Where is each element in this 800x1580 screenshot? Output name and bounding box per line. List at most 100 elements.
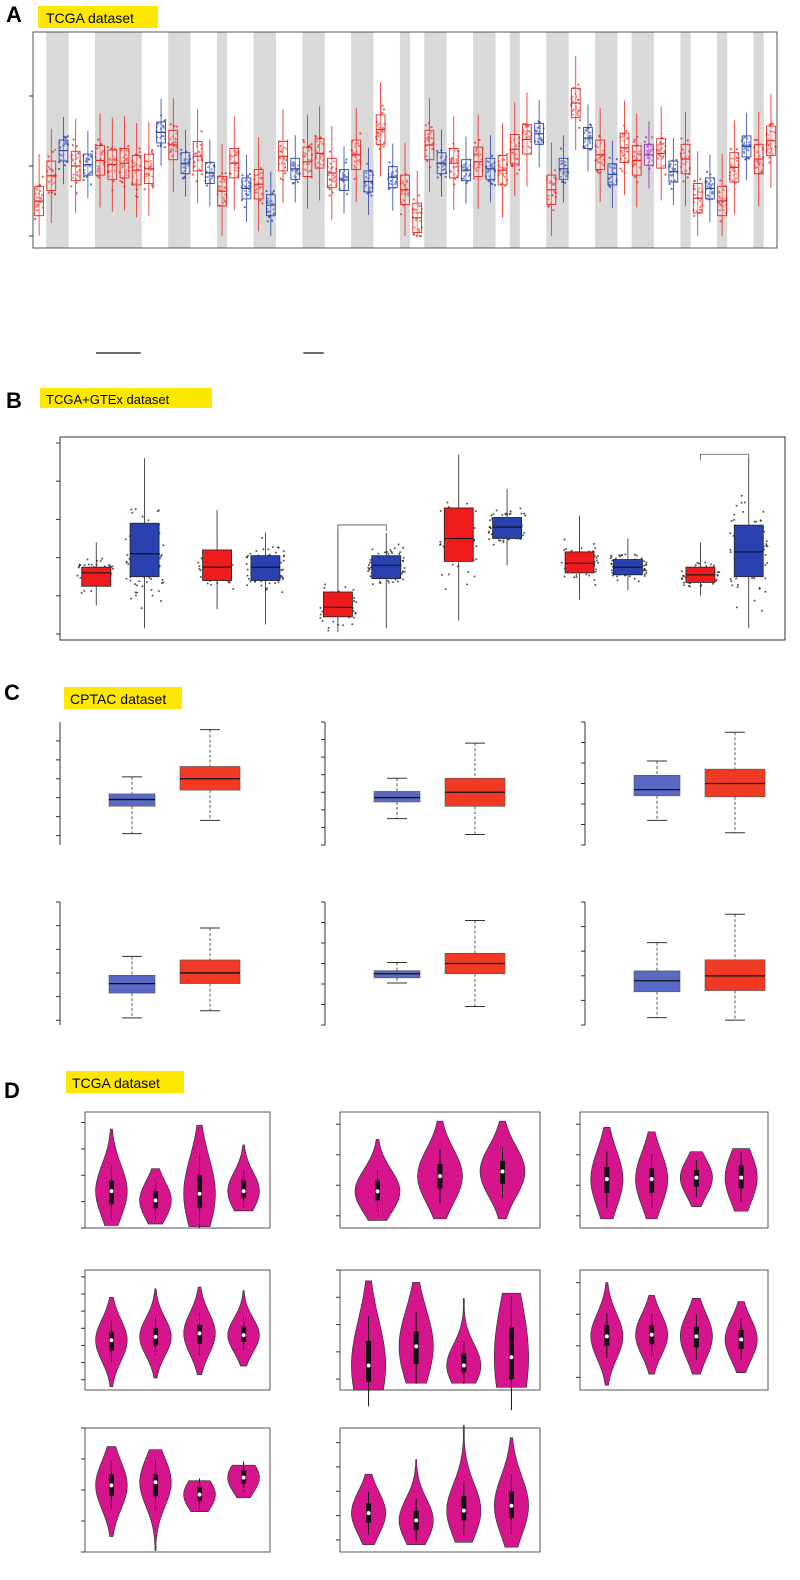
panel-b-data-point [643,573,646,576]
panel-b-data-point [198,565,201,568]
panel-d-box [461,1496,467,1521]
panel-a-data-point [96,170,99,173]
panel-a-data-point [35,205,38,209]
panel-a-data-point [125,149,128,152]
panel-a-data-point [211,175,214,178]
panel-b-data-point [751,577,754,580]
panel-d-median [366,1363,371,1368]
panel-b-data-point [124,538,127,541]
panel-a-data-point [602,163,605,167]
panel-d-median [375,1189,380,1194]
panel-b-data-point [709,563,712,566]
panel-b-data-point [696,561,699,564]
panel-a-data-point [359,132,362,135]
panel-a-data-point [124,153,128,157]
panel-a-data-point [217,187,221,190]
panel-a-data-point [329,162,332,165]
panel-b-data-point [319,616,322,619]
panel-b-data-point [610,569,613,572]
panel-a-data-point [295,169,298,172]
panel-a-data-point [686,139,689,142]
panel-a-data-point [393,174,396,177]
panel-c-chart [56,721,766,1026]
panel-a-data-point [296,180,299,184]
panel-b-data-point [765,544,768,547]
panel-b-data-point [402,546,405,549]
panel-b-data-point [645,563,648,566]
panel-a-data-point [449,160,452,163]
panel-b-data-point [451,563,454,566]
panel-b-data-point [125,561,128,564]
panel-c-letter: C [4,680,20,705]
panel-b-data-point [765,540,768,543]
panel-a-data-point [315,140,318,143]
panel-a-data-point [192,173,195,176]
panel-a-data-point [719,179,722,182]
panel-a-data-point [503,158,506,162]
panel-a-data-point [100,153,103,156]
panel-a-data-point [498,166,502,169]
panel-a-data-point [524,124,527,128]
panel-b-data-point [524,514,527,517]
panel-a-data-point [71,144,74,147]
panel-a-group-bg [521,32,545,248]
panel-b-data-point [247,577,250,580]
panel-a-data-point [345,193,349,196]
panel-a-data-point [553,190,556,194]
panel-a-data-point [283,146,286,149]
panel-a-data-point [632,140,636,144]
panel-a-data-point [529,140,532,143]
panel-a-data-point [414,219,418,222]
panel-a-data-point [561,172,564,175]
panel-a-group-bg [253,32,276,248]
panel-b-data-point [596,561,599,564]
panel-b-data-point [327,626,330,629]
panel-a-data-point [173,140,177,144]
panel-b-data-point [758,586,761,589]
panel-b-data-point [352,610,355,613]
panel-d-median [197,1191,202,1196]
panel-a-data-point [39,201,43,204]
panel-a-data-point [120,181,124,184]
panel-b-data-point [489,519,492,522]
panel-a-data-point [125,168,128,172]
panel-a-data-point [425,148,428,152]
panel-b-data-point [488,530,491,533]
panel-b-data-point [401,570,404,573]
panel-a-data-point [198,150,201,153]
panel-a-data-point [664,173,667,176]
panel-b-data-point [609,557,612,560]
panel-a-data-point [246,174,250,178]
panel-b-data-point [735,504,738,507]
panel-a-group-bg [631,32,655,248]
panel-a-data-point [400,192,404,195]
panel-b-data-point [274,551,277,554]
panel-a-data-point [113,157,116,161]
panel-b-data-point [393,547,396,550]
panel-a-data-point [417,230,421,233]
panel-a-data-point [563,163,566,166]
panel-b-data-point [711,582,714,585]
panel-b-data-point [733,513,736,516]
panel-b-data-point [399,551,402,554]
panel-a-data-point [427,136,430,139]
panel-d-median [461,1363,466,1368]
panel-a-data-point [149,164,153,167]
panel-b-data-point [645,561,648,564]
panel-a-data-point [144,175,148,178]
panel-b-dataset-label: TCGA+GTEx dataset [46,392,170,407]
panel-a-data-point [363,181,367,184]
panel-a-data-point [187,164,190,167]
panel-a-data-point [553,169,557,172]
panel-b-data-point [616,579,619,582]
panel-b-box [323,591,353,618]
panel-b-data-point [353,616,356,619]
panel-a-data-point [64,136,67,139]
panel-a-data-point [478,138,481,142]
panel-b-box [250,555,281,581]
panel-a-data-point [583,145,587,148]
panel-b-data-point [740,501,743,504]
panel-a-data-point [266,201,269,204]
panel-a-data-point [292,160,295,164]
panel-a-data-point [307,158,310,161]
